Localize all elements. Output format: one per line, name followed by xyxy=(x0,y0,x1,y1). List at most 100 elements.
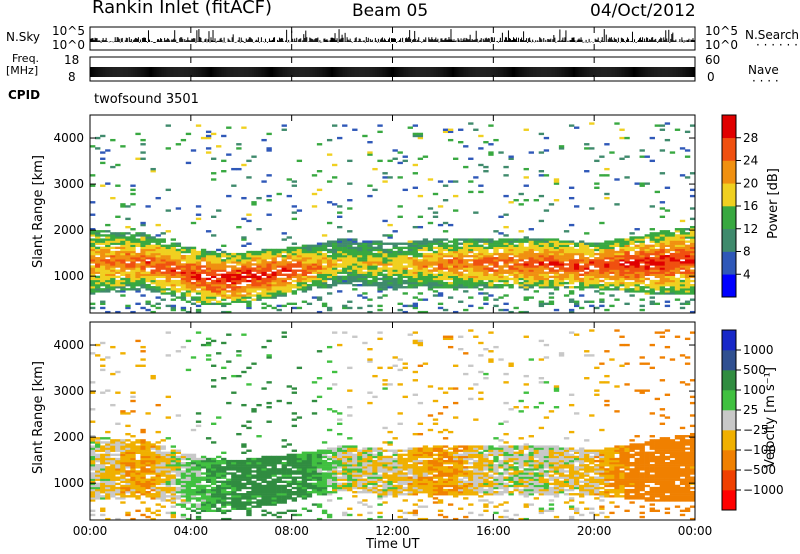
power-cell xyxy=(523,286,529,289)
velocity-cell xyxy=(256,468,262,471)
power-cell xyxy=(669,232,676,235)
power-cell xyxy=(483,269,489,272)
velocity-cell xyxy=(100,472,106,475)
power-cell xyxy=(473,281,479,285)
power-cell xyxy=(634,259,640,262)
power-cell xyxy=(321,234,328,237)
velocity-cell xyxy=(95,472,101,475)
power-cell xyxy=(387,176,393,179)
power-cell xyxy=(568,254,575,258)
power-cell xyxy=(357,275,363,279)
power-cell xyxy=(165,265,171,268)
velocity-cell xyxy=(105,470,111,473)
velocity-cell xyxy=(372,470,378,473)
power-cell xyxy=(513,281,519,285)
power-cell xyxy=(95,230,101,233)
power-cell xyxy=(614,283,620,287)
power-cell xyxy=(231,167,237,171)
power-cell xyxy=(412,275,419,279)
power-cell xyxy=(185,257,192,260)
power-cell xyxy=(624,273,630,277)
velocity-cell xyxy=(397,449,403,452)
power-cell xyxy=(412,296,419,299)
velocity-cell xyxy=(352,472,358,475)
power-cell xyxy=(221,292,227,295)
power-cell xyxy=(654,283,661,287)
power-cell xyxy=(447,275,454,279)
power-cell xyxy=(291,286,298,289)
velocity-cell xyxy=(387,457,393,461)
power-cell xyxy=(548,269,555,272)
velocity-cell xyxy=(175,350,182,353)
power-cell xyxy=(453,209,459,212)
power-cell xyxy=(427,244,434,247)
power-cell xyxy=(634,286,640,289)
velocity-cell xyxy=(130,478,136,481)
power-cell xyxy=(518,265,524,268)
velocity-cell xyxy=(296,488,303,492)
velocity-cell xyxy=(221,482,227,486)
velocity-cell xyxy=(357,482,363,486)
power-cell xyxy=(427,286,434,289)
velocity-cell xyxy=(175,414,182,417)
power-cell xyxy=(392,286,398,289)
power-cell xyxy=(498,246,504,250)
power-cell xyxy=(135,244,141,247)
power-cell xyxy=(639,273,645,277)
power-cell xyxy=(246,288,252,291)
power-cell xyxy=(442,230,449,233)
power-cell xyxy=(609,294,615,297)
power-cell xyxy=(427,240,434,243)
power-cell xyxy=(684,228,691,231)
power-cell xyxy=(256,283,262,287)
power-cell xyxy=(316,310,323,313)
power-cell xyxy=(392,230,398,233)
velocity-cell xyxy=(412,468,419,471)
power-cell xyxy=(125,277,131,281)
power-cell xyxy=(347,257,353,260)
power-cell xyxy=(574,261,580,264)
velocity-cell xyxy=(231,503,237,506)
velocity-cell xyxy=(180,457,187,461)
power-cell xyxy=(306,254,313,258)
velocity-cell xyxy=(90,441,96,444)
velocity-cell xyxy=(241,495,247,498)
power-cell xyxy=(453,271,459,274)
velocity-cell xyxy=(387,443,393,446)
velocity-cell xyxy=(140,472,146,475)
velocity-cell xyxy=(170,455,177,459)
power-cell xyxy=(291,306,298,310)
velocity-cell xyxy=(392,490,398,494)
velocity-cell xyxy=(110,453,116,457)
velocity-cell xyxy=(165,484,171,488)
velocity-cell xyxy=(120,443,126,446)
velocity-cell xyxy=(337,461,343,465)
power-cell xyxy=(679,306,686,310)
velocity-cell xyxy=(226,501,232,504)
velocity-cell xyxy=(160,478,166,481)
power-cell xyxy=(533,242,540,245)
velocity-cell xyxy=(387,461,393,465)
power-cell xyxy=(543,267,550,270)
power-cell xyxy=(115,271,121,274)
power-cell xyxy=(281,263,287,266)
velocity-cell xyxy=(95,474,101,477)
velocity-cell xyxy=(261,499,267,502)
power-cell xyxy=(518,277,524,281)
velocity-cell xyxy=(347,513,353,517)
power-cell xyxy=(558,254,565,258)
power-cell xyxy=(316,296,323,299)
power-cell xyxy=(256,286,262,289)
power-cell xyxy=(382,263,388,266)
power-cell xyxy=(649,261,655,264)
velocity-cell xyxy=(90,457,96,461)
power-cell xyxy=(337,290,343,293)
power-cell xyxy=(120,261,126,264)
power-cell xyxy=(100,263,106,266)
power-cell xyxy=(311,248,318,252)
power-cell xyxy=(140,257,146,260)
power-cell xyxy=(679,261,686,264)
power-cell xyxy=(417,246,424,250)
power-cell xyxy=(115,261,121,264)
power-cell xyxy=(684,290,691,293)
